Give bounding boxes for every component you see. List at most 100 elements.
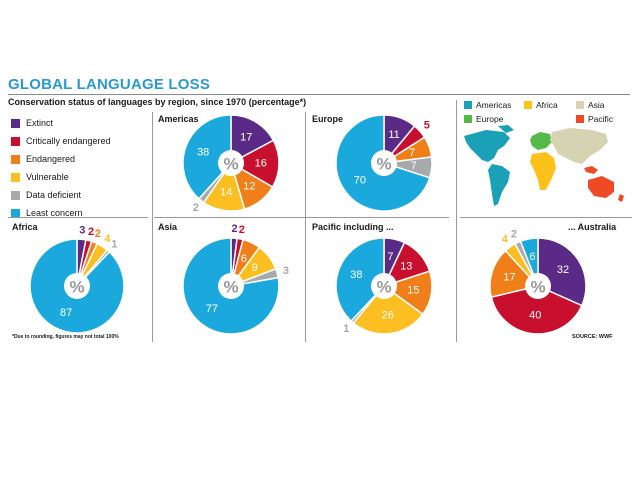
world-map xyxy=(464,125,624,206)
panel-title-americas: Americas xyxy=(158,114,199,124)
map-legend-item-asia: Asia xyxy=(576,100,605,110)
slice-label-data-deficient: 2 xyxy=(511,228,517,240)
slice-least-concern xyxy=(335,237,385,323)
map-legend-label: Europe xyxy=(476,114,504,124)
slice-label-extinct: 2 xyxy=(232,223,238,235)
map-africa xyxy=(530,152,556,190)
percent-symbol: % xyxy=(376,278,391,297)
percent-symbol: % xyxy=(223,155,238,174)
slice-label-least-concern: 6 xyxy=(529,251,535,263)
legend-item-extinct: Extinct xyxy=(11,114,111,132)
legend-label: Endangered xyxy=(26,154,76,164)
legend-item-critically-endangered: Critically endangered xyxy=(11,132,111,150)
map-legend-swatch xyxy=(576,101,584,109)
slice-label-critically-endangered: 13 xyxy=(400,260,412,272)
map-legend-label: Africa xyxy=(536,100,558,110)
legend-swatch xyxy=(11,208,20,218)
slice-critically-endangered xyxy=(490,285,583,335)
slice-label-endangered: 7 xyxy=(409,147,415,159)
slice-extinct xyxy=(230,114,275,165)
donut-hole xyxy=(218,273,244,299)
map-legend-swatch xyxy=(464,101,472,109)
slice-label-extinct: 32 xyxy=(557,264,569,276)
slice-label-extinct: 11 xyxy=(388,129,399,141)
map-legend-item-americas: Americas xyxy=(464,100,511,110)
legend-swatch xyxy=(11,136,20,146)
panel-title-asia: Asia xyxy=(158,222,178,232)
legend-label: Least concern xyxy=(26,208,83,218)
map-legend-item-africa: Africa xyxy=(524,100,558,110)
legend-item-vulnerable: Vulnerable xyxy=(11,168,111,186)
slice-label-least-concern: 77 xyxy=(206,303,218,315)
column-divider-3 xyxy=(456,100,457,342)
row-divider-left xyxy=(8,217,148,218)
slice-label-least-concern: 38 xyxy=(350,269,362,281)
slice-label-critically-endangered: 2 xyxy=(88,226,94,238)
slice-label-vulnerable: 4 xyxy=(104,233,111,245)
donut-australia: 32 40 17 4 26% xyxy=(489,228,587,335)
slice-label-data-deficient: 1 xyxy=(111,238,117,250)
map-legend-label: Asia xyxy=(588,100,605,110)
slice-label-critically-endangered: 2 xyxy=(239,224,245,236)
donut-africa: 3 2 2 4 1 87% xyxy=(29,224,125,334)
slice-label-least-concern: 70 xyxy=(354,174,366,186)
legend-item-data-deficient: Data deficient xyxy=(11,186,111,204)
column-divider-2 xyxy=(305,112,306,342)
legend-label: Extinct xyxy=(26,118,54,128)
map-europe xyxy=(530,132,552,150)
column-divider-1 xyxy=(152,112,153,342)
slice-label-endangered: 6 xyxy=(241,253,247,265)
map-asia xyxy=(550,128,608,164)
slice-least-concern xyxy=(182,114,232,200)
map-legend-item-pacific: Pacific xyxy=(576,114,613,124)
slice-label-data-deficient: 3 xyxy=(283,265,289,277)
legend-item-least-concern: Least concern xyxy=(11,204,111,222)
slice-label-critically-endangered: 40 xyxy=(529,310,541,322)
footnote: *Due to rounding, figures may not total … xyxy=(12,334,119,340)
map-legend-label: Americas xyxy=(476,100,512,110)
donut-hole xyxy=(525,273,551,299)
slice-label-extinct: 3 xyxy=(79,224,85,236)
slice-label-endangered: 15 xyxy=(407,285,419,297)
donut-hole xyxy=(64,273,90,299)
map-legend-item-europe: Europe xyxy=(464,114,503,124)
legend-swatch xyxy=(11,190,20,200)
row-divider-right xyxy=(460,217,632,218)
map-legend-label: Pacific xyxy=(588,114,614,124)
percent-symbol: % xyxy=(530,278,545,297)
slice-label-critically-endangered: 16 xyxy=(255,157,267,169)
row-divider-mid xyxy=(154,217,449,218)
infographic-subtitle: Conservation status of languages by regi… xyxy=(8,97,307,107)
slice-label-endangered: 17 xyxy=(503,271,515,283)
map-legend-swatch xyxy=(576,115,584,123)
panel-title-pacific: Pacific including ... xyxy=(312,222,394,232)
infographic-title: GLOBAL LANGUAGE LOSS xyxy=(8,76,211,93)
map-americas xyxy=(464,125,514,206)
slice-label-vulnerable: 26 xyxy=(382,310,394,322)
donut-hole xyxy=(218,150,244,176)
slice-label-least-concern: 87 xyxy=(60,307,72,319)
map-pacific xyxy=(584,166,624,202)
slice-label-extinct: 7 xyxy=(387,251,393,263)
donut-asia: 2 2 69 3 77% xyxy=(182,223,289,335)
source-credit: SOURCE: WWF xyxy=(572,334,613,340)
legend-label: Critically endangered xyxy=(26,136,111,146)
slice-label-extinct: 17 xyxy=(240,131,252,143)
slice-label-data-deficient: 2 xyxy=(193,202,199,214)
slice-label-vulnerable: 9 xyxy=(252,262,258,274)
panel-title-europe: Europe xyxy=(312,114,344,124)
panel-title-australia: ... Australia xyxy=(568,222,617,232)
legend-swatch xyxy=(11,172,20,182)
slice-label-vulnerable: 4 xyxy=(502,234,509,246)
map-legend-swatch xyxy=(524,101,532,109)
title-rule xyxy=(8,94,630,95)
donut-hole xyxy=(371,273,397,299)
percent-symbol: % xyxy=(223,278,238,297)
donut-europe: 11 5 77 70% xyxy=(335,114,433,212)
slice-label-critically-endangered: 5 xyxy=(424,119,430,131)
legend-label: Data deficient xyxy=(26,190,82,200)
slice-label-data-deficient: 7 xyxy=(411,160,417,172)
percent-symbol: % xyxy=(376,155,391,174)
slice-label-endangered: 12 xyxy=(243,180,255,192)
